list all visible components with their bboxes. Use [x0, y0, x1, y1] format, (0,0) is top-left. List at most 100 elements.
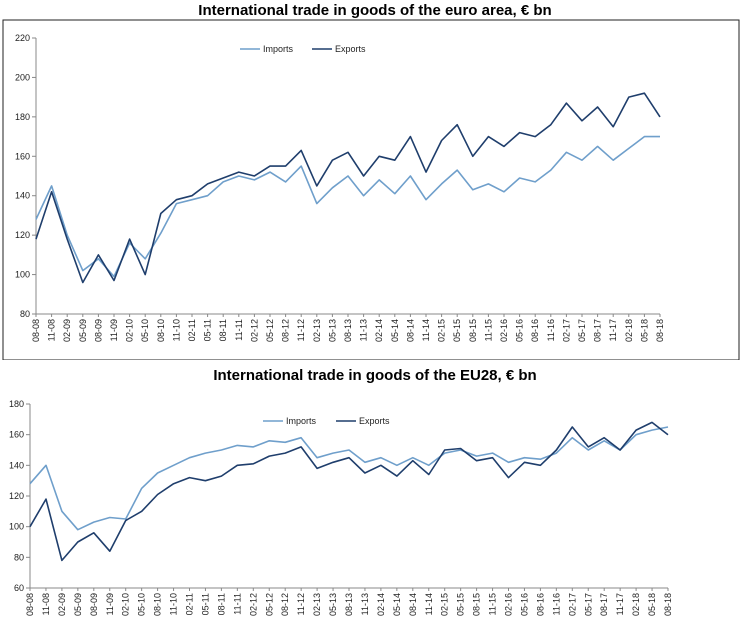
legend-label-imports: Imports [263, 44, 294, 54]
y-tick-label: 180 [9, 399, 24, 409]
x-tick-label: 08-13 [343, 319, 353, 342]
x-tick-label: 08-18 [663, 593, 673, 616]
x-tick-label: 02-17 [567, 593, 577, 616]
x-tick-label: 05-16 [515, 319, 525, 342]
x-tick-label: 02-09 [57, 593, 67, 616]
series-line-exports [29, 421, 669, 562]
legend-label-imports: Imports [286, 416, 317, 426]
x-tick-label: 05-18 [647, 593, 657, 616]
x-tick-label: 05-13 [328, 593, 338, 616]
x-tick-label: 08-09 [89, 593, 99, 616]
x-tick-label: 08-11 [216, 593, 226, 615]
x-tick-label: 08-08 [31, 319, 41, 342]
x-tick-label: 11-13 [359, 319, 369, 341]
y-tick-label: 80 [20, 309, 30, 319]
x-tick-label: 08-16 [530, 319, 540, 342]
series-line-exports [35, 92, 661, 284]
x-tick-label: 02-13 [312, 319, 322, 342]
y-tick-label: 140 [15, 191, 30, 201]
x-tick-label: 02-14 [374, 319, 384, 342]
x-tick-label: 02-10 [125, 319, 135, 342]
y-tick-label: 100 [15, 270, 30, 280]
y-tick-label: 120 [15, 230, 30, 240]
x-tick-label: 02-15 [437, 319, 447, 342]
legend-label-exports: Exports [335, 44, 366, 54]
x-tick-label: 08-18 [655, 319, 665, 342]
x-tick-label: 02-17 [561, 319, 571, 342]
x-tick-label: 02-12 [249, 319, 259, 342]
x-tick-label: 05-17 [583, 593, 593, 616]
y-tick-label: 100 [9, 522, 24, 532]
legend-label-exports: Exports [359, 416, 390, 426]
x-tick-label: 08-13 [344, 593, 354, 616]
x-tick-label: 05-18 [639, 319, 649, 342]
x-tick-label: 11-14 [424, 593, 434, 615]
x-tick-label: 11-16 [546, 319, 556, 341]
x-tick-label: 08-10 [153, 593, 163, 616]
x-tick-label: 05-10 [140, 319, 150, 342]
y-tick-label: 80 [14, 552, 24, 562]
x-tick-label: 02-18 [624, 319, 634, 342]
x-tick-label: 11-08 [41, 593, 51, 615]
x-tick-label: 05-13 [327, 319, 337, 342]
x-tick-label: 02-10 [121, 593, 131, 616]
series-line-imports [29, 426, 669, 531]
y-tick-label: 180 [15, 112, 30, 122]
x-tick-label: 11-11 [232, 593, 242, 615]
y-tick-label: 120 [9, 491, 24, 501]
x-tick-label: 11-17 [615, 593, 625, 615]
x-tick-label: 11-09 [105, 593, 115, 615]
x-tick-label: 08-15 [468, 319, 478, 342]
y-tick-label: 160 [9, 430, 24, 440]
y-tick-label: 160 [15, 151, 30, 161]
x-tick-label: 11-16 [551, 593, 561, 615]
x-tick-label: 08-14 [408, 593, 418, 616]
x-tick-label: 05-14 [390, 319, 400, 342]
x-tick-label: 08-08 [25, 593, 35, 616]
x-tick-label: 05-15 [456, 593, 466, 616]
x-tick-label: 11-09 [109, 319, 119, 341]
x-tick-label: 08-14 [405, 319, 415, 342]
chart-frame [2, 19, 740, 360]
x-tick-label: 05-17 [577, 319, 587, 342]
x-tick-label: 08-15 [472, 593, 482, 616]
x-tick-label: 08-12 [281, 319, 291, 342]
x-tick-label: 11-14 [421, 319, 431, 341]
x-tick-label: 05-15 [452, 319, 462, 342]
x-tick-label: 05-12 [264, 593, 274, 616]
x-tick-label: 02-16 [504, 593, 514, 616]
x-tick-label: 02-16 [499, 319, 509, 342]
x-tick-label: 02-09 [62, 319, 72, 342]
x-tick-label: 05-10 [137, 593, 147, 616]
y-tick-label: 220 [15, 33, 30, 43]
x-tick-label: 02-18 [631, 593, 641, 616]
x-tick-label: 11-10 [169, 593, 179, 615]
x-tick-label: 11-10 [171, 319, 181, 341]
x-tick-label: 11-11 [234, 319, 244, 341]
x-tick-label: 02-11 [185, 593, 195, 615]
chart-title-eu28: International trade in goods of the EU28… [213, 367, 537, 384]
x-tick-label: 11-13 [360, 593, 370, 615]
y-tick-label: 60 [14, 583, 24, 593]
x-tick-label: 05-11 [200, 593, 210, 615]
x-tick-label: 11-08 [47, 319, 57, 341]
x-tick-label: 05-09 [73, 593, 83, 616]
x-tick-label: 02-12 [248, 593, 258, 616]
x-tick-label: 08-09 [93, 319, 103, 342]
x-tick-label: 05-11 [203, 319, 213, 341]
y-tick-label: 140 [9, 460, 24, 470]
x-tick-label: 11-12 [296, 593, 306, 615]
x-tick-label: 11-15 [483, 319, 493, 341]
x-tick-label: 05-16 [519, 593, 529, 616]
x-tick-label: 02-15 [440, 593, 450, 616]
x-tick-label: 05-14 [392, 593, 402, 616]
x-tick-label: 02-13 [312, 593, 322, 616]
x-tick-label: 08-11 [218, 319, 228, 341]
x-tick-label: 02-11 [187, 319, 197, 341]
x-tick-label: 05-12 [265, 319, 275, 342]
x-tick-label: 08-17 [599, 593, 609, 616]
x-tick-label: 08-10 [156, 319, 166, 342]
x-tick-label: 08-12 [280, 593, 290, 616]
